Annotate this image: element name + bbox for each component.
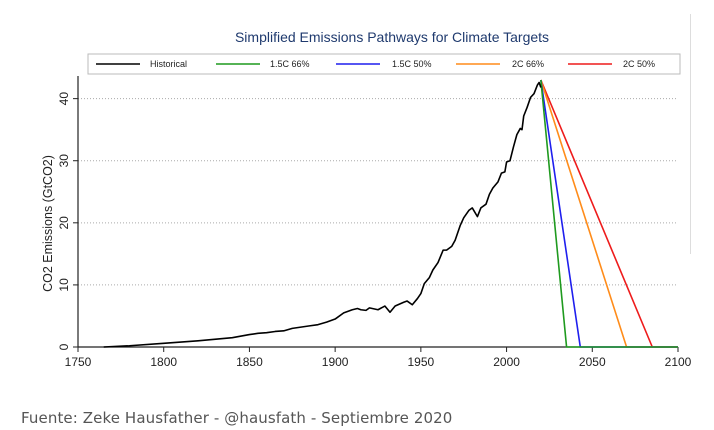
y-tick-label-30: 30	[57, 154, 71, 168]
legend-label-2: 1.5C 50%	[392, 59, 432, 69]
x-tick-label-1850: 1850	[236, 355, 263, 369]
x-tick-label-2050: 2050	[579, 355, 606, 369]
y-tick-label-20: 20	[57, 216, 71, 230]
x-tick-label-1750: 1750	[65, 355, 92, 369]
series-line-3	[540, 79, 678, 348]
y-tick-label-10: 10	[57, 278, 71, 292]
series-line-0	[103, 81, 542, 348]
y-axis-title: CO2 Emissions (GtCO2)	[41, 155, 55, 292]
x-tick-label-1800: 1800	[150, 355, 177, 369]
legend-box	[87, 53, 681, 75]
y-tick-label-0: 0	[57, 343, 71, 350]
x-tick-label-1950: 1950	[408, 355, 435, 369]
chart-title: Simplified Emissions Pathways for Climat…	[235, 29, 549, 45]
divider-line	[690, 14, 691, 254]
x-tick-label-2000: 2000	[493, 355, 520, 369]
legend-label-3: 2C 66%	[512, 59, 544, 69]
series-line-1	[540, 79, 678, 348]
series-line-2	[540, 79, 678, 348]
legend-label-1: 1.5C 66%	[270, 59, 310, 69]
emissions-chart: Simplified Emissions Pathways for Climat…	[41, 29, 692, 369]
source-caption: Fuente: Zeke Hausfather - @hausfath - Se…	[21, 409, 453, 427]
x-tick-label-1900: 1900	[322, 355, 349, 369]
legend-label-0: Historical	[150, 59, 187, 69]
legend-label-4: 2C 50%	[623, 59, 655, 69]
x-tick-label-2100: 2100	[665, 355, 692, 369]
y-tick-label-40: 40	[57, 92, 71, 106]
series-line-4	[540, 79, 678, 348]
